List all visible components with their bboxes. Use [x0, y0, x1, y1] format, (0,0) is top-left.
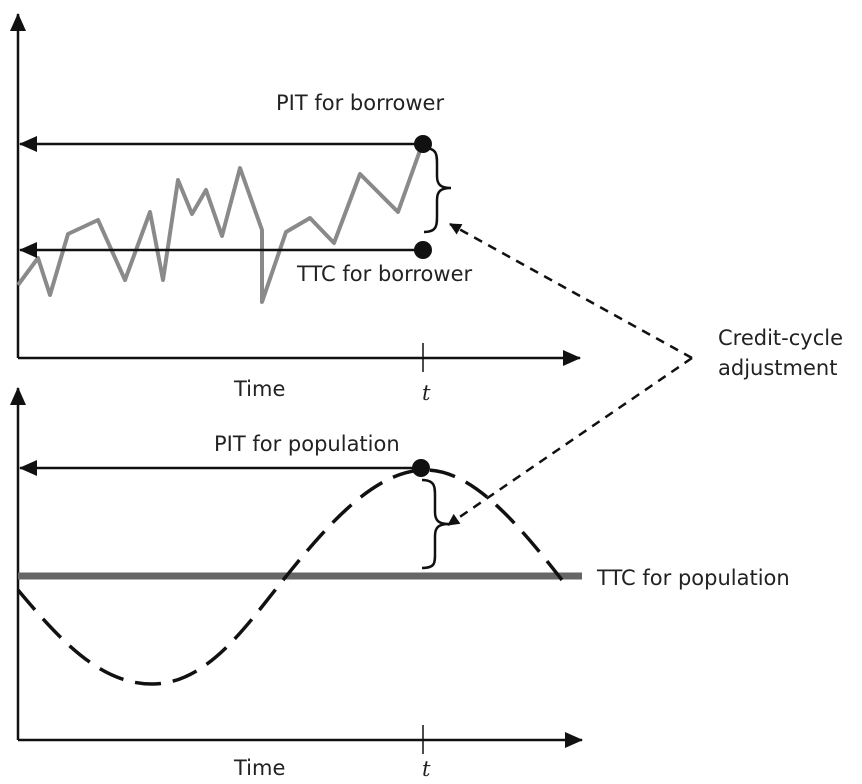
- credit-cycle-label-line1: Credit-cycle: [718, 326, 843, 350]
- credit-cycle-label-line2: adjustment: [718, 356, 837, 380]
- ttc-population-label: TTC for population: [596, 566, 790, 590]
- pit-population-dot-icon: [412, 459, 430, 477]
- borrower-pd-series: [16, 141, 425, 304]
- bottom-t-label: t: [422, 757, 431, 781]
- top-brace-icon: [423, 146, 452, 234]
- bottom-time-label: Time: [233, 756, 285, 780]
- top-panel: PIT for borrower TTC for borrower Time t: [9, 13, 581, 405]
- pit-population-cycle: [16, 468, 564, 686]
- pit-borrower-dot-icon: [414, 135, 432, 153]
- pit-population-label: PIT for population: [214, 432, 400, 456]
- top-t-label: t: [422, 381, 431, 405]
- ttc-borrower-label: TTC for borrower: [296, 262, 473, 286]
- ttc-borrower-dot-icon: [414, 241, 432, 259]
- top-time-label: Time: [233, 377, 285, 401]
- credit-cycle-arrow-bottom: [447, 356, 693, 527]
- bottom-brace-icon: [421, 478, 450, 570]
- bottom-panel: PIT for population TTC for population Ti…: [9, 387, 790, 781]
- credit-cycle-arrow-top: [449, 222, 693, 360]
- credit-cycle-annotation: Credit-cycle adjustment: [447, 222, 843, 527]
- pit-borrower-label: PIT for borrower: [276, 91, 444, 115]
